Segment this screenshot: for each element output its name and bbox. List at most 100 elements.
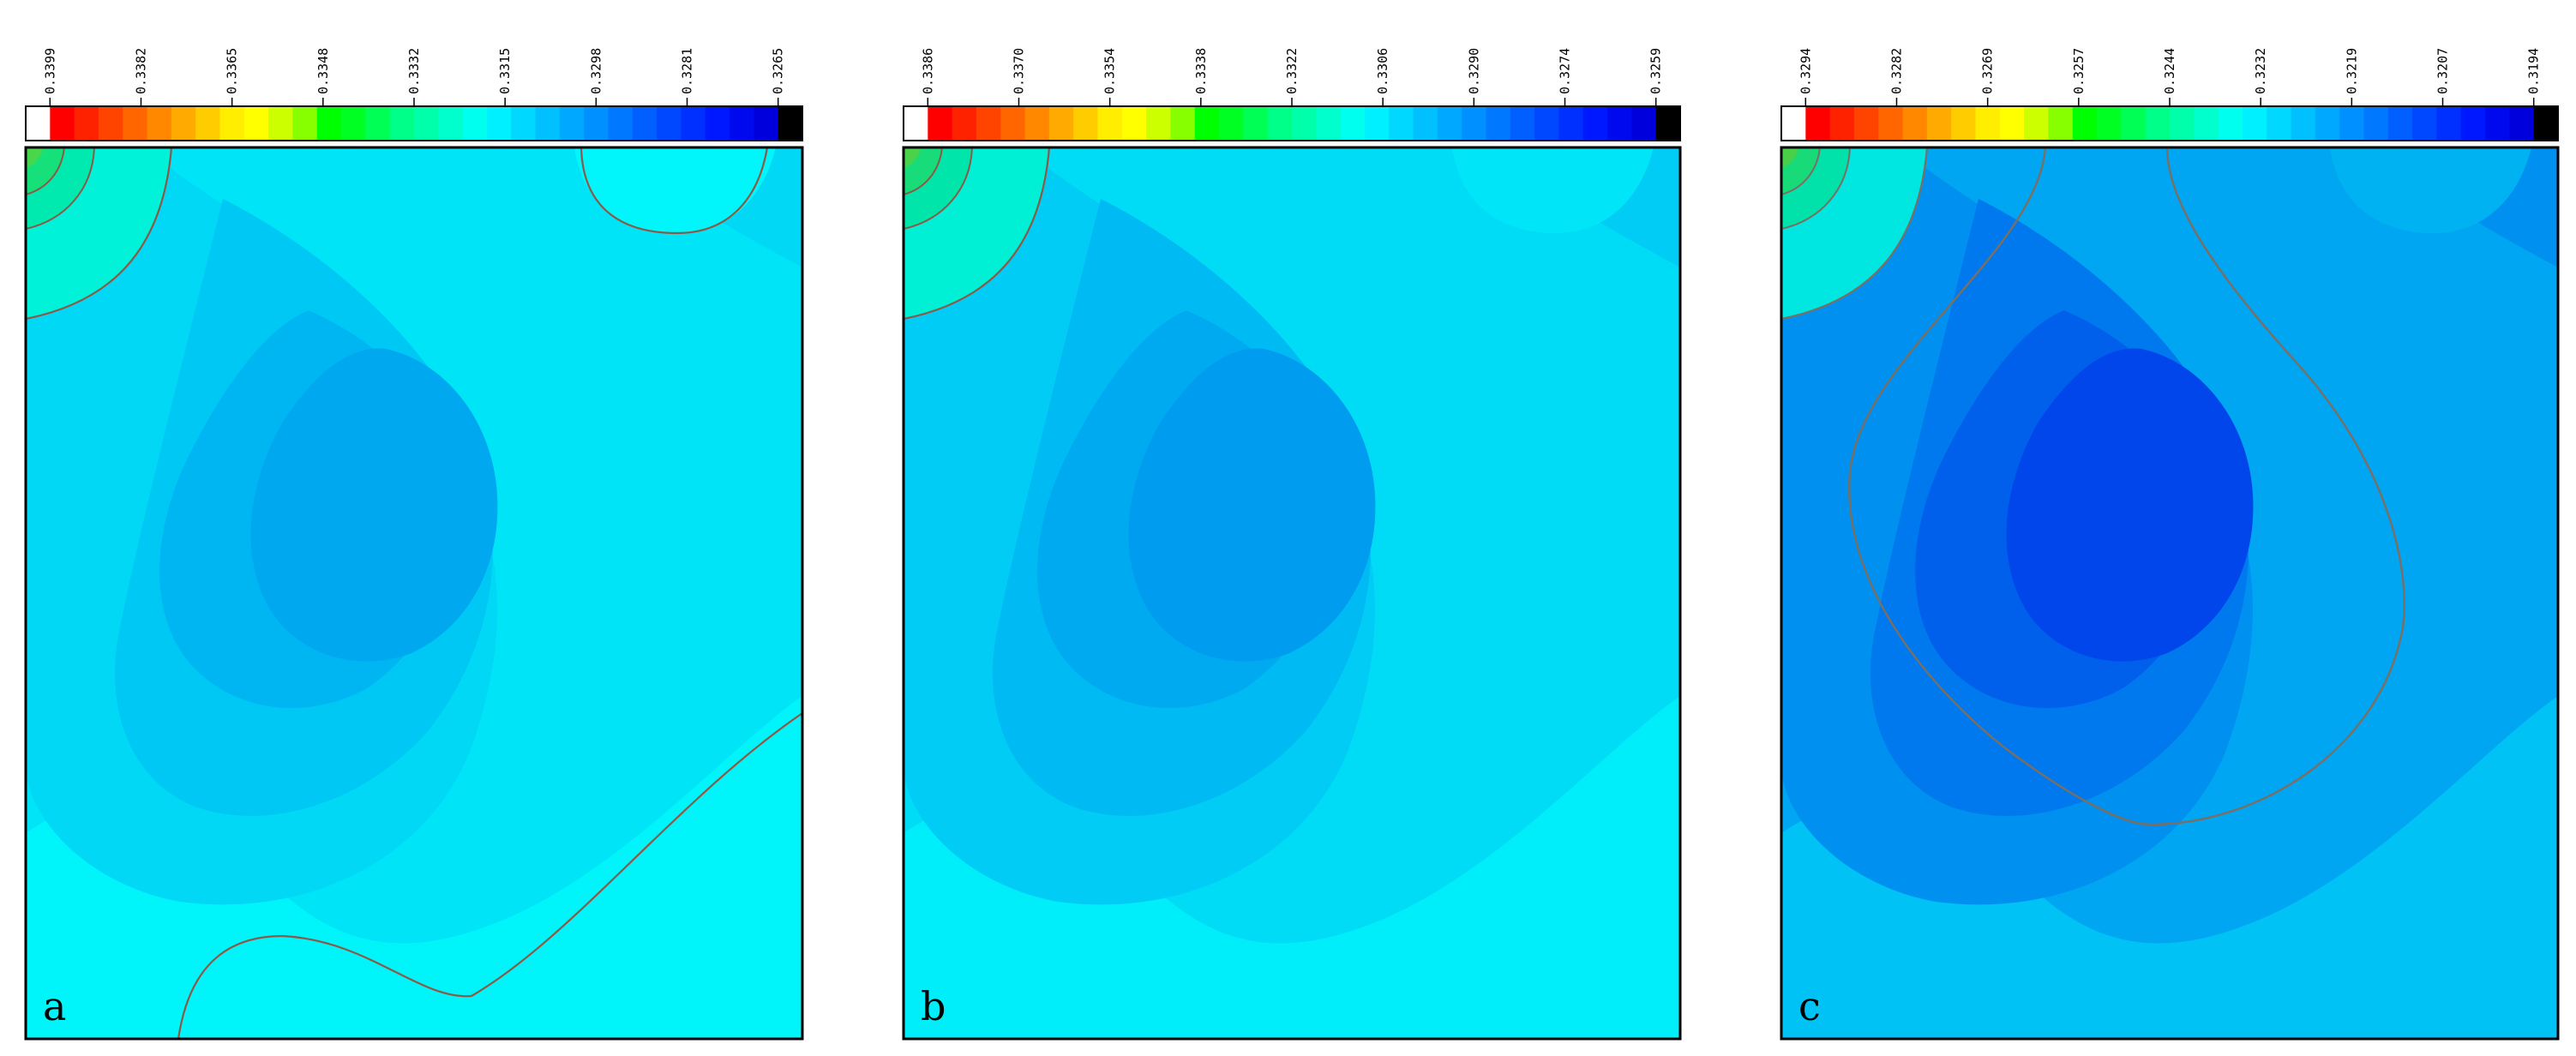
plot-frame (1780, 146, 2560, 1041)
colorbar-tick-label: 0.3257 (2071, 48, 2087, 94)
contour-band-bottom (904, 696, 1680, 1039)
contour-line (1848, 147, 2405, 826)
contour-band (2006, 348, 2254, 662)
colorbar-swatch (1146, 106, 1172, 141)
colorbar-swatch (26, 106, 51, 141)
colorbar-swatch (681, 106, 706, 141)
colorbar-swatch (730, 106, 754, 141)
colorbar-swatch (2072, 106, 2098, 141)
colorbar-swatch (2024, 106, 2050, 141)
colorbar-swatch (243, 106, 269, 141)
colorbar-swatch (1999, 106, 2025, 141)
contour-line (1781, 147, 1929, 321)
colorbar-swatch (632, 106, 658, 141)
colorbar-swatch (2048, 106, 2074, 141)
plot-frame (902, 146, 1682, 1041)
panel-letter: b (921, 983, 946, 1029)
colorbar-tick-label: 0.3269 (1980, 48, 1996, 94)
colorbar-swatch (2170, 106, 2195, 141)
colorbar-swatch (2315, 106, 2340, 141)
plot-frame (24, 146, 804, 1041)
panel-letter: a (43, 983, 66, 1029)
contour-blob-top-right (1452, 147, 1654, 233)
colorbar-swatch (50, 106, 75, 141)
colorbar-swatch (1486, 106, 1511, 141)
colorbar-tick-label: 0.3382 (133, 48, 148, 94)
colorbar-tick-label: 0.3399 (42, 48, 57, 94)
colorbar-tick-label: 0.3265 (771, 48, 786, 94)
contour-line (1781, 147, 1851, 230)
colorbar: 0.3386 0.3370 0.3354 0.3338 0.3322 0.3306 0.32… (903, 48, 1681, 141)
contour-line (26, 147, 95, 230)
colorbar-swatch (1073, 106, 1099, 141)
contour-band (1128, 348, 1376, 662)
colorbar-swatch (1413, 106, 1438, 141)
colorbar-swatch (195, 106, 221, 141)
colorbar-swatch (74, 106, 99, 141)
colorbar-tick-label: 0.3232 (2253, 48, 2268, 94)
colorbar-swatch (486, 106, 512, 141)
contour-line (579, 147, 769, 235)
colorbar-swatch (1121, 106, 1147, 141)
colorbar-swatch (1097, 106, 1123, 141)
colorbar-swatch (219, 106, 245, 141)
colorbar-swatch (462, 106, 488, 141)
colorbar-swatch (2460, 106, 2486, 141)
colorbar-swatch (1926, 106, 1952, 141)
colorbar-swatch (1267, 106, 1293, 141)
contour-line (904, 147, 973, 230)
colorbar-swatch (1340, 106, 1366, 141)
colorbar-swatch (341, 106, 366, 141)
colorbar-swatch (952, 106, 977, 141)
colorbar-swatch (1878, 106, 1904, 141)
contour-blob-top-right (574, 147, 776, 233)
colorbar-tick-label: 0.3259 (1648, 48, 1664, 94)
colorbar-swatch (705, 106, 730, 141)
colorbar-swatch (1951, 106, 1977, 141)
contour-blob-top-left (26, 147, 43, 168)
colorbar: 0.3294 0.3282 0.3269 0.3257 0.3244 0.3232 0.32… (1780, 48, 2559, 141)
colorbar-swatch (98, 106, 123, 141)
colorbar-swatch (1975, 106, 2001, 141)
colorbar-swatch (2121, 106, 2147, 141)
panel-c-graphic: 0.3294 0.3282 0.3269 0.3257 0.3244 0.3232 0.32… (1780, 48, 2560, 1041)
colorbar-swatch (2412, 106, 2438, 141)
colorbar-swatch (2485, 106, 2510, 141)
colorbar-tick-label: 0.3219 (2344, 48, 2359, 94)
colorbar-tick-label: 0.3306 (1375, 48, 1390, 94)
colorbar-tick-label: 0.3332 (406, 48, 422, 94)
colorbar-swatch (1582, 106, 1608, 141)
colorbar-swatch (608, 106, 633, 141)
contour-plot (26, 147, 802, 1039)
colorbar-swatch (1000, 106, 1026, 141)
colorbar-swatch (1631, 106, 1657, 141)
panel-letter: c (1798, 983, 1821, 1029)
colorbar-swatch (1462, 106, 1487, 141)
panel-b: 0.3386 0.3370 0.3354 0.3338 0.3322 0.3306 0.32… (902, 0, 1682, 1056)
contour-band (250, 348, 498, 662)
contour-line (26, 147, 173, 321)
colorbar-swatch (2194, 106, 2219, 141)
contour-band-bottom (1781, 696, 2558, 1039)
colorbar-swatch (1048, 106, 1074, 141)
contour-blob-top-left (904, 147, 921, 168)
colorbar-swatch (2436, 106, 2462, 141)
colorbar-tick-label: 0.3338 (1193, 48, 1209, 94)
colorbar-swatch (389, 106, 415, 141)
colorbar-swatch (904, 106, 928, 141)
colorbar-tick-label: 0.3370 (1011, 48, 1026, 94)
colorbar-swatch (1364, 106, 1390, 141)
colorbar-swatch (2218, 106, 2243, 141)
colorbar-swatch (2291, 106, 2316, 141)
colorbar-tick-label: 0.3194 (2526, 48, 2542, 94)
colorbar-swatch (1316, 106, 1342, 141)
colorbar-swatch (1292, 106, 1317, 141)
colorbar-swatch (1437, 106, 1462, 141)
colorbar-tick-label: 0.3207 (2435, 48, 2451, 94)
colorbar-swatch (2097, 106, 2122, 141)
colorbar-tick-label: 0.3322 (1284, 48, 1300, 94)
colorbar-swatch (1902, 106, 1928, 141)
colorbar-swatch (1510, 106, 1535, 141)
panel-a: 0.3399 0.3382 0.3365 0.3348 0.3332 0.3315 0.32… (24, 0, 804, 1056)
colorbar-swatch (2387, 106, 2413, 141)
